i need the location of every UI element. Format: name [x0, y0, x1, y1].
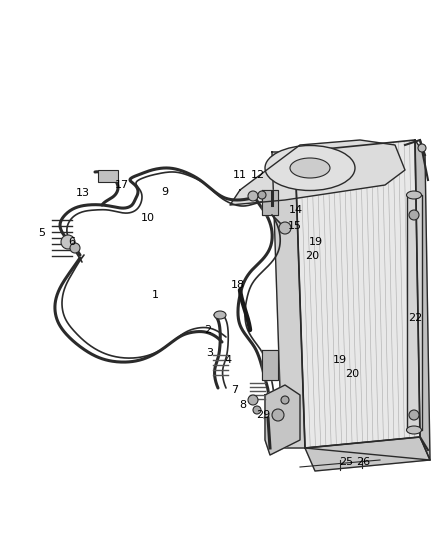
Text: 1: 1 — [152, 290, 159, 300]
Circle shape — [418, 144, 426, 152]
Ellipse shape — [406, 426, 421, 434]
Bar — [98, 170, 118, 182]
Text: 19: 19 — [309, 237, 323, 247]
Text: 4: 4 — [224, 355, 232, 365]
Ellipse shape — [265, 146, 355, 190]
Text: 29: 29 — [256, 410, 270, 420]
Polygon shape — [272, 152, 305, 448]
Circle shape — [248, 395, 258, 405]
Polygon shape — [262, 350, 278, 380]
Circle shape — [409, 410, 419, 420]
Ellipse shape — [406, 191, 421, 199]
Circle shape — [409, 210, 419, 220]
Text: 20: 20 — [305, 251, 319, 261]
Text: 15: 15 — [288, 221, 302, 231]
Circle shape — [281, 396, 289, 404]
Circle shape — [279, 222, 291, 234]
Text: 3: 3 — [206, 348, 213, 358]
Circle shape — [248, 191, 258, 201]
Text: 11: 11 — [233, 170, 247, 180]
Text: 18: 18 — [231, 280, 245, 290]
Polygon shape — [295, 140, 420, 448]
Polygon shape — [230, 140, 405, 205]
Polygon shape — [415, 140, 430, 460]
Text: 8: 8 — [240, 400, 247, 410]
Ellipse shape — [214, 311, 226, 319]
Polygon shape — [305, 437, 430, 471]
Circle shape — [253, 406, 261, 414]
Text: 12: 12 — [251, 170, 265, 180]
Circle shape — [70, 243, 80, 253]
Text: 26: 26 — [356, 457, 370, 467]
Text: 19: 19 — [333, 355, 347, 365]
Circle shape — [272, 409, 284, 421]
Text: 17: 17 — [115, 180, 129, 190]
Ellipse shape — [290, 158, 330, 178]
Text: 2: 2 — [205, 325, 212, 335]
Text: 25: 25 — [339, 457, 353, 467]
Text: 20: 20 — [345, 369, 359, 379]
Text: 9: 9 — [162, 187, 169, 197]
Text: 5: 5 — [39, 228, 46, 238]
Circle shape — [61, 235, 75, 249]
Polygon shape — [262, 190, 278, 215]
Polygon shape — [407, 195, 422, 430]
Circle shape — [258, 191, 266, 199]
Text: 7: 7 — [231, 385, 239, 395]
Polygon shape — [265, 385, 300, 455]
Text: 6: 6 — [68, 237, 75, 247]
Text: 13: 13 — [76, 188, 90, 198]
Text: 22: 22 — [408, 313, 422, 323]
Text: 14: 14 — [289, 205, 303, 215]
Text: 10: 10 — [141, 213, 155, 223]
